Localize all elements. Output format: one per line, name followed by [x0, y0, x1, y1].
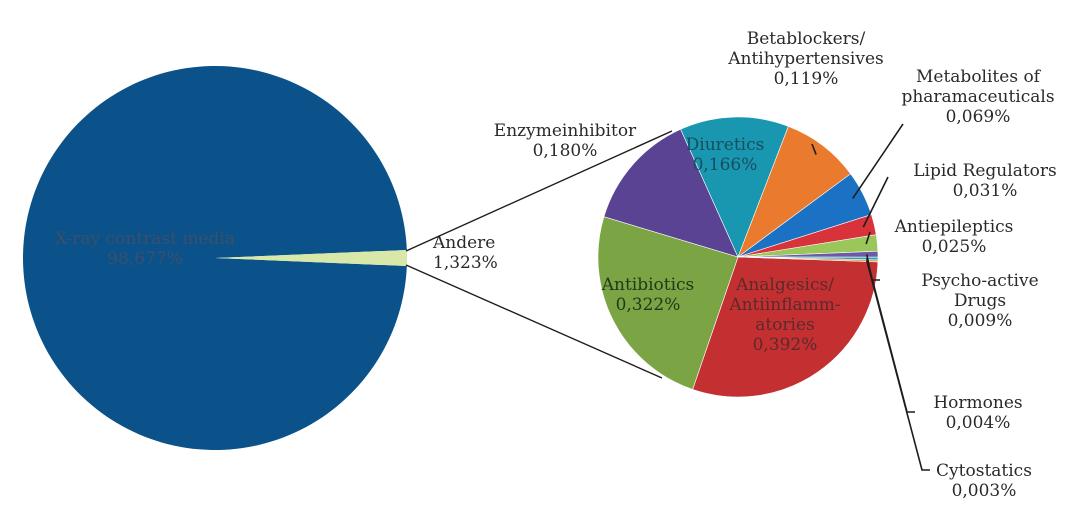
sub-slice-10 [737, 256, 879, 263]
main-slice-0 [23, 66, 407, 450]
label-sub-0: Analgesics/Antiinflamm-atories 0,392% [728, 275, 840, 355]
sub-slice-0 [692, 256, 879, 398]
main-slice-1 [215, 250, 407, 266]
label-sub-6: Lipid Regulators 0,031% [913, 161, 1057, 201]
label-sub-3: Diuretics 0,166% [686, 135, 765, 175]
sub-slice-3 [680, 116, 789, 258]
sub-slice-1 [597, 216, 739, 390]
leader-line-5 [852, 123, 904, 199]
sub-slice-4 [737, 125, 852, 258]
leader-line-6 [862, 176, 889, 228]
label-sub-5: Metabolites of pharamaceuticals 0,069% [901, 67, 1054, 127]
leader-line-7 [865, 231, 871, 245]
label-main-0: X-ray contrast media 98,677% [55, 229, 235, 269]
label-sub-10: Cytostatics 0,003% [936, 461, 1032, 501]
label-sub-2: Enzymeinhibitor 0,180% [494, 121, 637, 161]
label-main-1: Andere 1,323% [432, 233, 498, 273]
connector-line-bottom [405, 264, 663, 379]
sub-slice-2 [603, 128, 739, 258]
leader-line-10 [865, 260, 930, 471]
connector-line-top [405, 130, 673, 252]
label-sub-7: Antiepileptics 0,025% [894, 217, 1014, 257]
label-sub-1: Antibiotics 0,322% [601, 275, 695, 315]
leader-line-4 [811, 143, 817, 155]
label-sub-8: Psycho-active Drugs 0,009% [921, 271, 1038, 331]
label-sub-9: Hormones 0,004% [933, 393, 1022, 433]
label-sub-4: Betablockers/Antihypertensives 0,119% [727, 29, 884, 89]
